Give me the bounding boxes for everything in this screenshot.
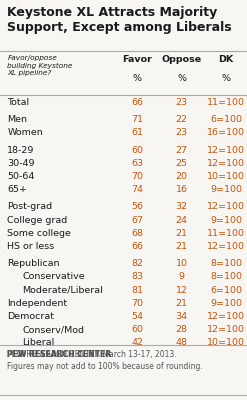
- Text: %: %: [177, 74, 186, 84]
- Text: 71: 71: [131, 115, 143, 124]
- Text: Moderate/Liberal: Moderate/Liberal: [22, 286, 103, 295]
- Text: 67: 67: [131, 216, 143, 225]
- Text: 21: 21: [176, 229, 187, 238]
- Text: 60: 60: [131, 325, 143, 334]
- Text: 66: 66: [131, 242, 143, 251]
- Text: 56: 56: [131, 202, 143, 212]
- Text: Republican: Republican: [7, 259, 60, 268]
- Text: 12: 12: [176, 286, 187, 295]
- Text: 83: 83: [131, 272, 143, 282]
- Text: PEW RESEARCH CENTER March 13-17, 2013.
Figures may not add to 100% because of ro: PEW RESEARCH CENTER March 13-17, 2013. F…: [7, 350, 203, 371]
- Text: DK: DK: [218, 55, 234, 64]
- Text: 23: 23: [175, 128, 188, 138]
- Text: 11=100: 11=100: [207, 229, 245, 238]
- Text: 6=100: 6=100: [210, 286, 242, 295]
- Text: 6=100: 6=100: [210, 115, 242, 124]
- Text: Favor/oppose
building Keystone
XL pipeline?: Favor/oppose building Keystone XL pipeli…: [7, 55, 73, 76]
- Text: 9: 9: [179, 272, 185, 282]
- Text: 82: 82: [131, 259, 143, 268]
- Text: Oppose: Oppose: [162, 55, 202, 64]
- Text: PEW RESEARCH CENTER: PEW RESEARCH CENTER: [7, 350, 112, 359]
- Text: 63: 63: [131, 159, 143, 168]
- Text: 48: 48: [176, 338, 187, 348]
- Text: Post-grad: Post-grad: [7, 202, 53, 212]
- Text: 50-64: 50-64: [7, 172, 35, 181]
- Text: 54: 54: [131, 312, 143, 321]
- Text: 22: 22: [176, 115, 187, 124]
- Text: Keystone XL Attracts Majority
Support, Except among Liberals: Keystone XL Attracts Majority Support, E…: [7, 6, 232, 34]
- Text: HS or less: HS or less: [7, 242, 55, 251]
- Text: Total: Total: [7, 98, 30, 107]
- Text: College grad: College grad: [7, 216, 68, 225]
- Text: Democrat: Democrat: [7, 312, 54, 321]
- Text: 10=100: 10=100: [207, 172, 245, 181]
- Text: Men: Men: [7, 115, 27, 124]
- Text: Conservative: Conservative: [22, 272, 85, 282]
- Text: 9=100: 9=100: [210, 216, 242, 225]
- Text: 12=100: 12=100: [207, 159, 245, 168]
- Text: 12=100: 12=100: [207, 312, 245, 321]
- Text: 21: 21: [176, 299, 187, 308]
- Text: 10: 10: [176, 259, 187, 268]
- Text: 12=100: 12=100: [207, 146, 245, 155]
- Text: PEW RESEARCH CENTER: PEW RESEARCH CENTER: [7, 350, 112, 359]
- Text: Independent: Independent: [7, 299, 67, 308]
- Text: 18-29: 18-29: [7, 146, 35, 155]
- Text: Women: Women: [7, 128, 43, 138]
- Text: 16: 16: [176, 185, 187, 194]
- Text: 61: 61: [131, 128, 143, 138]
- Text: %: %: [222, 74, 230, 84]
- Text: 11=100: 11=100: [207, 98, 245, 107]
- Text: %: %: [133, 74, 142, 84]
- Text: 74: 74: [131, 185, 143, 194]
- Text: Some college: Some college: [7, 229, 71, 238]
- Text: 30-49: 30-49: [7, 159, 35, 168]
- Text: 28: 28: [176, 325, 187, 334]
- Text: 9=100: 9=100: [210, 185, 242, 194]
- Text: 12=100: 12=100: [207, 242, 245, 251]
- Text: 25: 25: [176, 159, 187, 168]
- Text: 70: 70: [131, 299, 143, 308]
- Text: 9=100: 9=100: [210, 299, 242, 308]
- Text: 65+: 65+: [7, 185, 27, 194]
- Text: 42: 42: [131, 338, 143, 348]
- Text: 66: 66: [131, 98, 143, 107]
- Text: 81: 81: [131, 286, 143, 295]
- Text: 27: 27: [176, 146, 187, 155]
- Text: 60: 60: [131, 146, 143, 155]
- Text: 34: 34: [175, 312, 188, 321]
- Text: PEW RESEARCH CENTER March 13-17, 2013.
Figures may not add to 100% because of ro: PEW RESEARCH CENTER March 13-17, 2013. F…: [7, 350, 203, 369]
- Text: Liberal: Liberal: [22, 338, 55, 348]
- Text: 21: 21: [176, 242, 187, 251]
- Text: 23: 23: [175, 98, 188, 107]
- Text: 70: 70: [131, 172, 143, 181]
- Text: Favor: Favor: [122, 55, 152, 64]
- Text: 20: 20: [176, 172, 187, 181]
- Text: 8=100: 8=100: [210, 272, 242, 282]
- Text: 24: 24: [176, 216, 187, 225]
- Text: 12=100: 12=100: [207, 202, 245, 212]
- Text: 8=100: 8=100: [210, 259, 242, 268]
- Text: 16=100: 16=100: [207, 128, 245, 138]
- Text: 10=100: 10=100: [207, 338, 245, 348]
- Text: 32: 32: [175, 202, 188, 212]
- Text: Conserv/Mod: Conserv/Mod: [22, 325, 84, 334]
- Text: 68: 68: [131, 229, 143, 238]
- Text: 12=100: 12=100: [207, 325, 245, 334]
